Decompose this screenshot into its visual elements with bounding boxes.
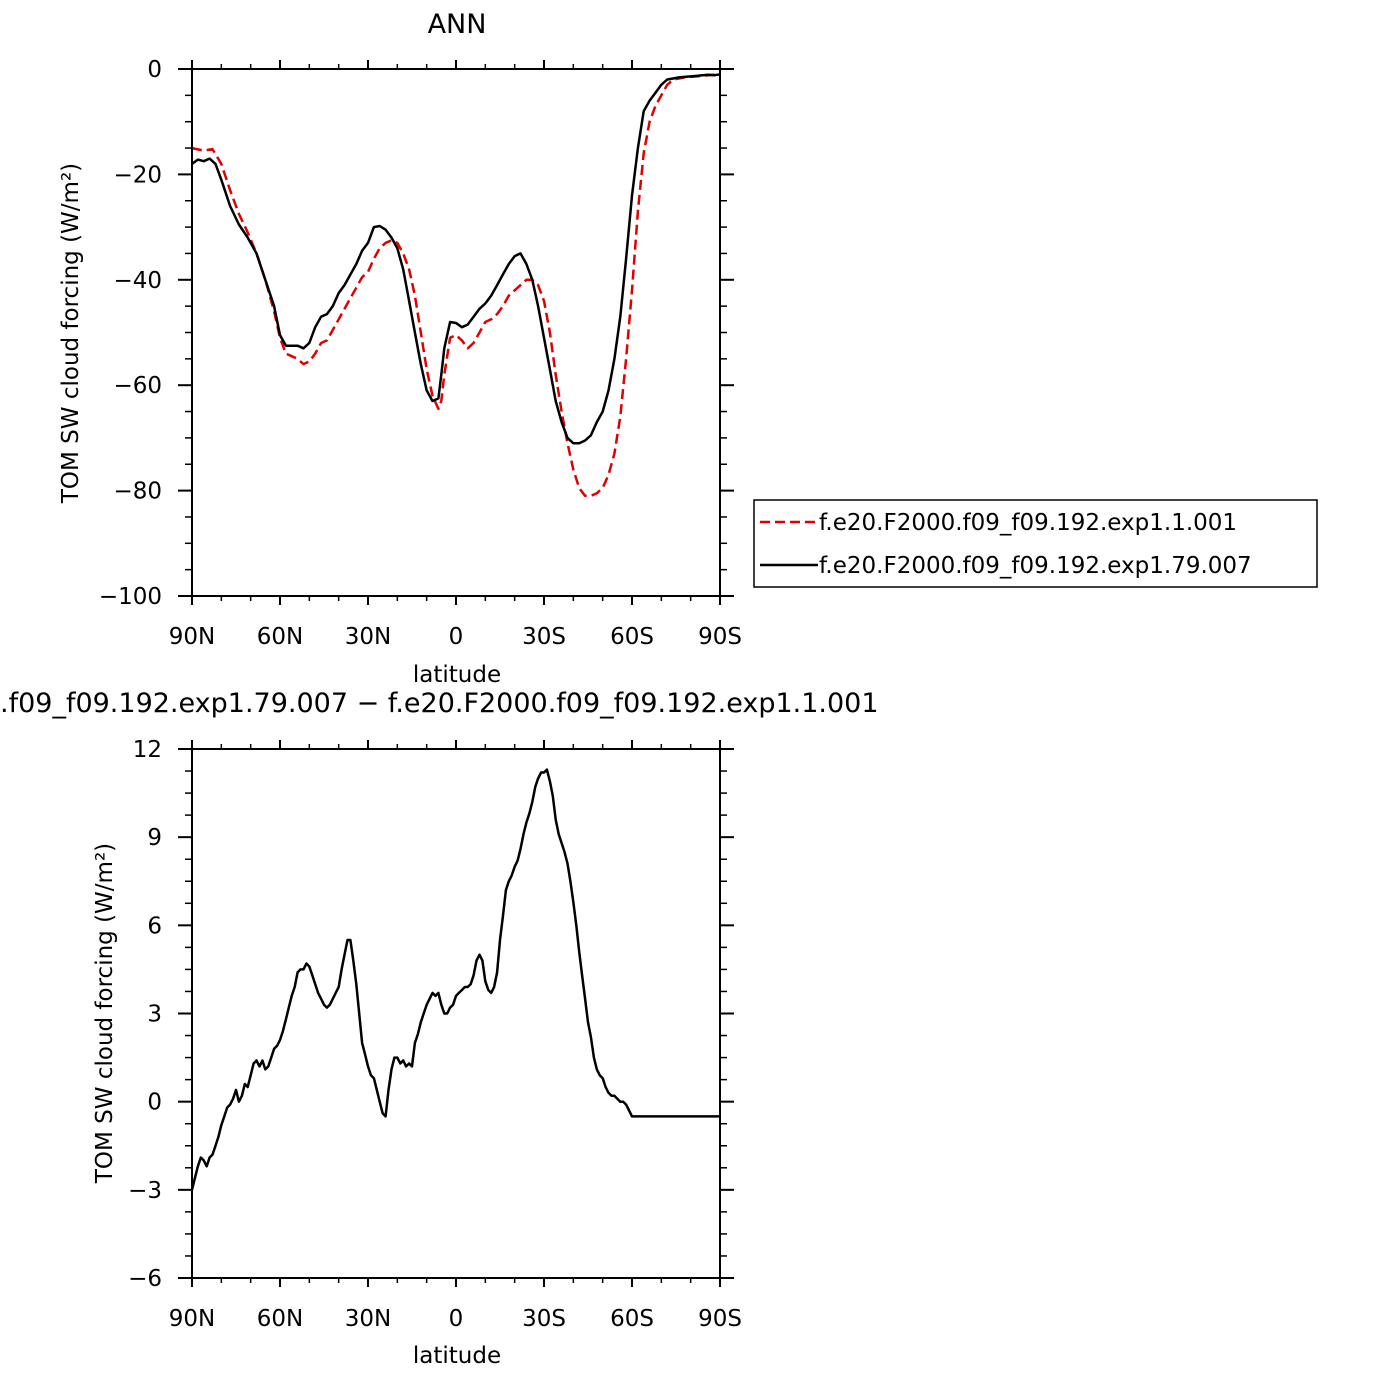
- bottom-x-tick-label: 30S: [522, 1306, 566, 1332]
- bottom-y-axis-label: TOM SW cloud forcing (W/m²): [92, 843, 118, 1184]
- top-y-tick-label: −60: [113, 373, 162, 399]
- bottom-x-tick-label: 90N: [169, 1306, 215, 1332]
- top-series-line-2: [191, 73, 721, 445]
- top-x-tick-label: 60N: [257, 624, 303, 650]
- bottom-x-axis-label: latitude: [413, 1343, 501, 1369]
- top-series-line-1: [191, 73, 721, 498]
- top-x-tick-label: 30N: [345, 624, 391, 650]
- bottom-x-tick-label: 60S: [610, 1306, 654, 1332]
- top-panel: ANN latitude TOM SW cloud forcing (W/m²)…: [58, 9, 742, 688]
- bottom-y-tick-label: 3: [147, 1002, 162, 1028]
- bottom-x-tick-label: 0: [449, 1306, 464, 1332]
- top-x-tick-label: 60S: [610, 624, 654, 650]
- top-x-tick-label: 90S: [698, 624, 742, 650]
- top-chart-title: ANN: [428, 9, 487, 40]
- bottom-tick-layer: 90N 60N 30N 0 30S 60S 90S 12 9 6 3 0 −3 −6: [128, 737, 742, 1332]
- bottom-panel: .f09_f09.192.exp1.79.007 − f.e20.F2000.f…: [0, 688, 879, 1369]
- legend-label-series-1: f.e20.F2000.f09_f09.192.exp1.1.001: [819, 510, 1237, 536]
- top-x-tick-label: 90N: [169, 624, 215, 650]
- top-y-tick-label: −100: [99, 584, 162, 610]
- legend-box: [753, 499, 1318, 588]
- top-tick-layer: 90N 60N 30N 0 30S 60S 90S 0 −20 −40 −60 −80 −100: [99, 57, 742, 650]
- bottom-x-tick-label: 30N: [345, 1306, 391, 1332]
- top-y-tick-label: 0: [147, 57, 162, 83]
- top-y-axis-label: TOM SW cloud forcing (W/m²): [58, 163, 84, 504]
- legend-label-series-2: f.e20.F2000.f09_f09.192.exp1.79.007: [819, 553, 1252, 579]
- top-y-tick-label: −20: [113, 162, 162, 188]
- top-series-layer: [191, 73, 721, 498]
- bottom-y-tick-label: 0: [147, 1090, 162, 1116]
- bottom-y-tick-label: 9: [147, 825, 162, 851]
- bottom-x-tick-label: 60N: [257, 1306, 303, 1332]
- top-x-axis-label: latitude: [413, 662, 501, 688]
- bottom-series-line-1: [190, 768, 720, 1191]
- bottom-plot-frame: [191, 748, 721, 1279]
- bottom-x-tick-label: 90S: [698, 1306, 742, 1332]
- bottom-series-layer: [190, 768, 720, 1191]
- bottom-y-tick-label: 12: [133, 737, 162, 763]
- bottom-y-tick-label: −6: [128, 1266, 162, 1292]
- top-y-tick-label: −80: [113, 479, 162, 505]
- bottom-y-tick-label: −3: [128, 1178, 162, 1204]
- top-x-tick-label: 0: [449, 624, 464, 650]
- bottom-chart-title: .f09_f09.192.exp1.79.007 − f.e20.F2000.f…: [0, 688, 879, 719]
- top-y-tick-label: −40: [113, 268, 162, 294]
- top-plot-frame: [191, 68, 721, 597]
- bottom-y-tick-label: 6: [147, 913, 162, 939]
- top-x-tick-label: 30S: [522, 624, 566, 650]
- legend: f.e20.F2000.f09_f09.192.exp1.1.001 f.e20…: [753, 499, 1318, 588]
